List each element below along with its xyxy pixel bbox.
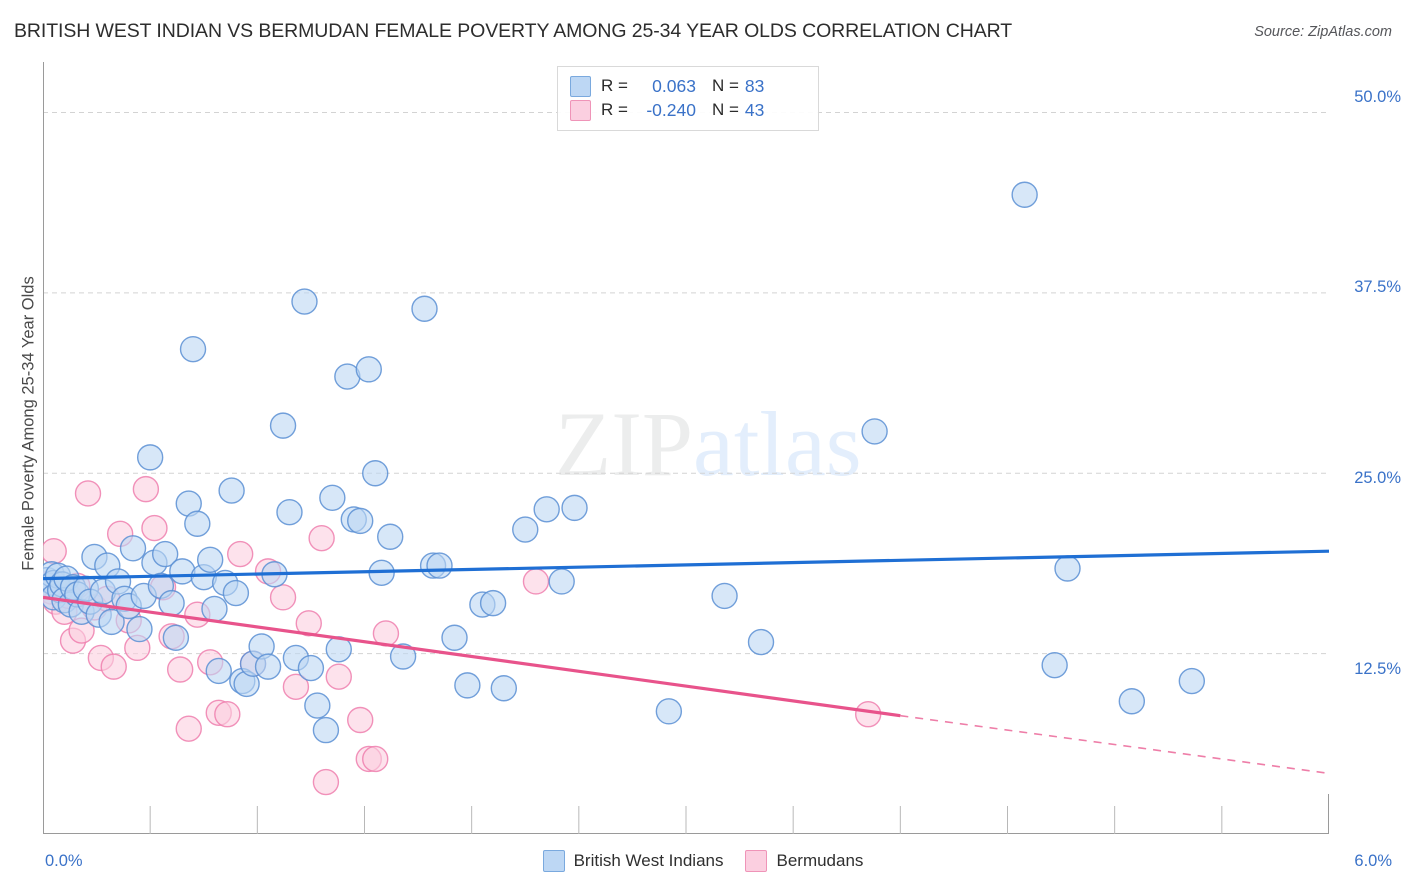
x-axis-ticks	[149, 806, 1223, 834]
y-tick-label-50: 50.0%	[1354, 88, 1401, 106]
legend-label-bermudans: Bermudans	[776, 851, 864, 870]
y-tick-label-12: 12.5%	[1354, 660, 1401, 678]
scatter-plot-svg	[43, 62, 1329, 834]
source-label: Source: ZipAtlas.com	[1254, 24, 1392, 40]
gridlines	[43, 112, 1329, 655]
n-value-pink: 43	[744, 99, 765, 120]
r-label-pink: R =	[601, 100, 628, 119]
legend-item-bermudans[interactable]: Bermudans	[745, 850, 863, 872]
trend-lines	[43, 549, 1329, 775]
y-axis-title: Female Poverty Among 25-34 Year Olds	[19, 276, 38, 571]
x-axis-max-label: 6.0%	[1354, 852, 1392, 870]
series-legend: British West Indians Bermudans	[0, 850, 1406, 872]
r-label-blue: R =	[601, 76, 628, 95]
r-value-pink: -0.240	[646, 99, 696, 120]
legend-swatch-bermudans	[570, 99, 591, 121]
correlation-row-blue: R = 0.063 N = 83	[570, 74, 806, 98]
legend-swatch-british-west-indians	[570, 75, 591, 97]
y-tick-label-37: 37.5%	[1354, 278, 1401, 296]
legend-label-british-west-indians: British West Indians	[573, 851, 724, 870]
legend-color-box-blue	[542, 850, 565, 872]
n-label-blue: N =	[711, 76, 739, 95]
data-points-british-west-indians	[43, 181, 1206, 744]
page-title: BRITISH WEST INDIAN VS BERMUDAN FEMALE P…	[14, 20, 1013, 42]
x-axis-min-label: 0.0%	[45, 852, 83, 870]
plot-area	[43, 62, 1329, 834]
legend-color-box-pink	[745, 850, 768, 872]
n-label-pink: N =	[711, 100, 739, 119]
r-value-blue: 0.063	[652, 75, 696, 96]
correlation-legend: R = 0.063 N = 83 R = -0.240 N = 43	[557, 66, 819, 131]
legend-item-british-west-indians[interactable]: British West Indians	[542, 850, 724, 872]
correlation-row-pink: R = -0.240 N = 43	[570, 98, 806, 122]
n-value-blue: 83	[744, 75, 765, 96]
y-tick-label-25: 25.0%	[1354, 469, 1401, 487]
